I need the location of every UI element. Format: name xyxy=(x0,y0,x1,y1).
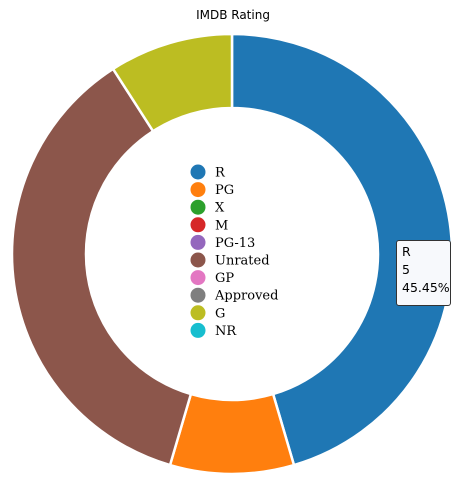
donut-slices xyxy=(10,32,454,476)
legend-marker xyxy=(190,270,206,286)
legend-marker xyxy=(190,182,206,198)
chart-title: IMDB Rating xyxy=(196,8,270,22)
legend-label: Approved xyxy=(214,289,278,304)
legend-item-approved[interactable]: Approved xyxy=(190,287,279,304)
legend-marker xyxy=(190,322,206,338)
legend-label: G xyxy=(215,306,225,321)
legend-label: GP xyxy=(215,271,234,286)
slice-tooltip: R 5 45.45% xyxy=(396,240,451,306)
legend-item-nr[interactable]: NR xyxy=(190,322,238,339)
legend-label: M xyxy=(215,218,228,233)
slice-r[interactable] xyxy=(230,32,454,467)
legend-item-gp[interactable]: GP xyxy=(190,270,235,286)
legend-label: NR xyxy=(215,324,237,339)
tooltip-percent: 45.45% xyxy=(402,280,450,295)
legend-label: PG xyxy=(215,183,234,198)
legend-item-g[interactable]: G xyxy=(190,305,226,321)
legend-label: Unrated xyxy=(215,254,270,269)
legend-marker xyxy=(190,305,206,321)
legend-marker xyxy=(190,217,206,233)
legend-label: X xyxy=(215,201,225,216)
legend-marker xyxy=(190,234,206,250)
legend-item-unrated[interactable]: Unrated xyxy=(190,252,270,269)
legend-item-pg-13[interactable]: PG-13 xyxy=(190,234,256,251)
slice-unrated[interactable] xyxy=(10,67,193,467)
tooltip-value: 5 xyxy=(402,262,410,277)
legend-item-m[interactable]: M xyxy=(190,217,229,233)
legend-label: R xyxy=(215,166,226,181)
tooltip-category: R xyxy=(402,244,411,259)
legend-label: PG-13 xyxy=(215,236,255,251)
legend-marker xyxy=(190,252,206,268)
legend: R PG XM PG-13 Unrated GP Approved G NR xyxy=(190,164,279,339)
legend-item-r[interactable]: R xyxy=(190,164,227,181)
legend-item-x[interactable]: X xyxy=(190,199,226,216)
legend-item-pg[interactable]: PG xyxy=(190,182,235,198)
legend-marker xyxy=(190,199,206,215)
legend-marker xyxy=(190,287,206,303)
legend-marker xyxy=(190,164,206,180)
slice-g[interactable] xyxy=(111,32,234,133)
